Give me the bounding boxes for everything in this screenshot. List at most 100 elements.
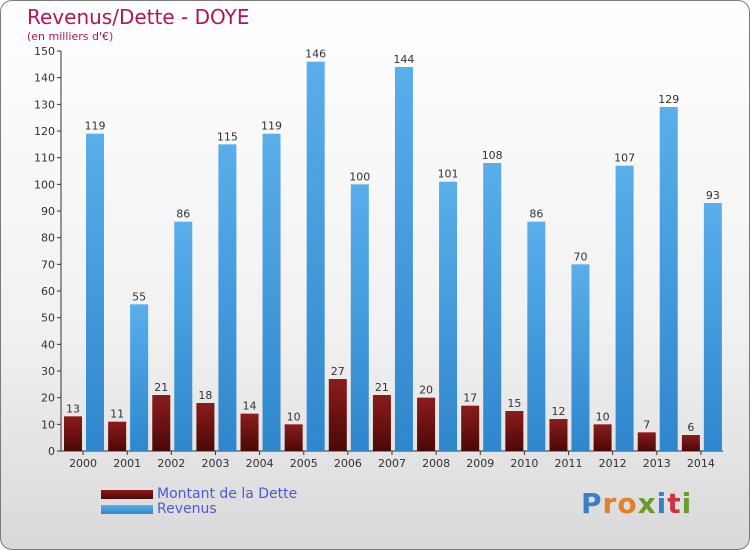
- legend-label-revenus: Revenus: [157, 501, 217, 517]
- bar-revenus: [527, 221, 546, 451]
- x-tick-label: 2002: [157, 457, 185, 470]
- bar-dette: [152, 395, 171, 451]
- chart-subtitle: (en milliers d'€): [27, 30, 114, 43]
- bar-dette-label: 18: [198, 389, 212, 402]
- bar-revenus-label: 86: [176, 208, 190, 221]
- bar-dette: [505, 411, 524, 451]
- y-tick-label: 70: [41, 258, 55, 271]
- legend-swatch-dette: [101, 490, 153, 499]
- bar-revenus-label: 146: [305, 48, 326, 61]
- bar-revenus-label: 107: [614, 152, 635, 165]
- bar-revenus: [174, 221, 193, 451]
- bar-dette: [64, 416, 82, 451]
- y-tick-label: 130: [34, 98, 55, 111]
- x-tick-label: 2007: [378, 457, 406, 470]
- y-tick-label: 110: [34, 152, 55, 165]
- y-tick-label: 150: [34, 45, 55, 58]
- bar-revenus: [306, 61, 325, 452]
- bar-revenus-label: 108: [482, 149, 503, 162]
- bar-dette-label: 10: [596, 410, 610, 423]
- bar-dette: [637, 432, 656, 451]
- bar-revenus: [659, 107, 678, 451]
- bar-revenus: [703, 203, 722, 451]
- bar-revenus-label: 86: [529, 208, 543, 221]
- y-tick-label: 60: [41, 285, 55, 298]
- bar-dette-label: 27: [331, 365, 345, 378]
- logo-letter: x: [637, 487, 657, 520]
- legend-item-revenus: Revenus: [101, 502, 297, 517]
- y-tick-label: 100: [34, 178, 55, 191]
- legend-label-dette: Montant de la Dette: [157, 486, 298, 502]
- logo-letter: o: [617, 487, 638, 520]
- bar-dette: [284, 424, 303, 451]
- bar-dette: [196, 403, 215, 451]
- logo-letter: r: [602, 487, 618, 520]
- bar-dette-label: 6: [687, 421, 694, 434]
- bar-dette-label: 15: [507, 397, 521, 410]
- bar-dette: [549, 419, 568, 451]
- bar-revenus: [350, 184, 369, 452]
- y-tick-label: 40: [41, 338, 55, 351]
- x-tick-label: 2009: [466, 457, 494, 470]
- bar-dette: [240, 413, 259, 451]
- y-tick-label: 80: [41, 232, 55, 245]
- bar-revenus-label: 93: [706, 189, 720, 202]
- bar-revenus-label: 101: [438, 168, 459, 181]
- bar-revenus: [86, 133, 104, 451]
- bar-revenus-label: 115: [217, 130, 238, 143]
- bar-revenus: [394, 67, 413, 451]
- bar-dette-label: 7: [643, 418, 650, 431]
- y-tick-label: 90: [41, 205, 55, 218]
- bar-dette-label: 11: [110, 408, 124, 421]
- bar-dette: [108, 421, 127, 451]
- legend-swatch-revenus: [101, 505, 153, 514]
- bar-dette: [461, 405, 480, 451]
- bar-revenus-label: 119: [261, 120, 282, 133]
- x-tick-label: 2004: [246, 457, 274, 470]
- bar-dette: [417, 397, 436, 451]
- y-tick-label: 20: [41, 392, 55, 405]
- logo-letter: i: [656, 487, 668, 520]
- chart-title: Revenus/Dette - DOYE: [27, 5, 250, 29]
- x-tick-label: 2003: [201, 457, 229, 470]
- x-tick-label: 2012: [599, 457, 627, 470]
- bars: [64, 61, 722, 452]
- x-tick-label: 2010: [510, 457, 538, 470]
- x-tick-label: 2014: [687, 457, 715, 470]
- proxiti-logo: Proxiti: [581, 487, 692, 520]
- x-tick-label: 2006: [334, 457, 362, 470]
- bar-dette: [372, 395, 391, 451]
- y-tick-label: 50: [41, 312, 55, 325]
- bar-dette: [593, 424, 612, 451]
- bar-dette-label: 20: [419, 384, 433, 397]
- bar-dette-label: 14: [243, 400, 257, 413]
- bar-revenus: [483, 163, 502, 451]
- y-tick-label: 120: [34, 125, 55, 138]
- y-tick-label: 140: [34, 72, 55, 85]
- x-tick-label: 2000: [69, 457, 97, 470]
- bar-dette: [681, 435, 700, 451]
- legend: Montant de la Dette Revenus: [101, 487, 297, 517]
- bar-dette-label: 21: [375, 381, 389, 394]
- y-tick-label: 0: [48, 445, 55, 458]
- bar-revenus-label: 100: [349, 170, 370, 183]
- bar-revenus-label: 129: [658, 93, 679, 106]
- x-tick-label: 2005: [290, 457, 318, 470]
- x-tick-label: 2001: [113, 457, 141, 470]
- bar-revenus: [571, 264, 590, 451]
- y-tick-label: 10: [41, 418, 55, 431]
- logo-letter: P: [581, 487, 603, 520]
- x-tick-label: 2013: [643, 457, 671, 470]
- legend-item-dette: Montant de la Dette: [101, 487, 297, 502]
- x-tick-label: 2011: [555, 457, 583, 470]
- bar-dette-label: 13: [66, 402, 80, 415]
- bar-revenus: [218, 144, 237, 452]
- bar-revenus-label: 119: [85, 120, 106, 133]
- bar-dette-label: 12: [551, 405, 565, 418]
- logo-letter: i: [681, 487, 693, 520]
- x-tick-label: 2008: [422, 457, 450, 470]
- y-tick-label: 30: [41, 365, 55, 378]
- bar-revenus: [615, 165, 634, 451]
